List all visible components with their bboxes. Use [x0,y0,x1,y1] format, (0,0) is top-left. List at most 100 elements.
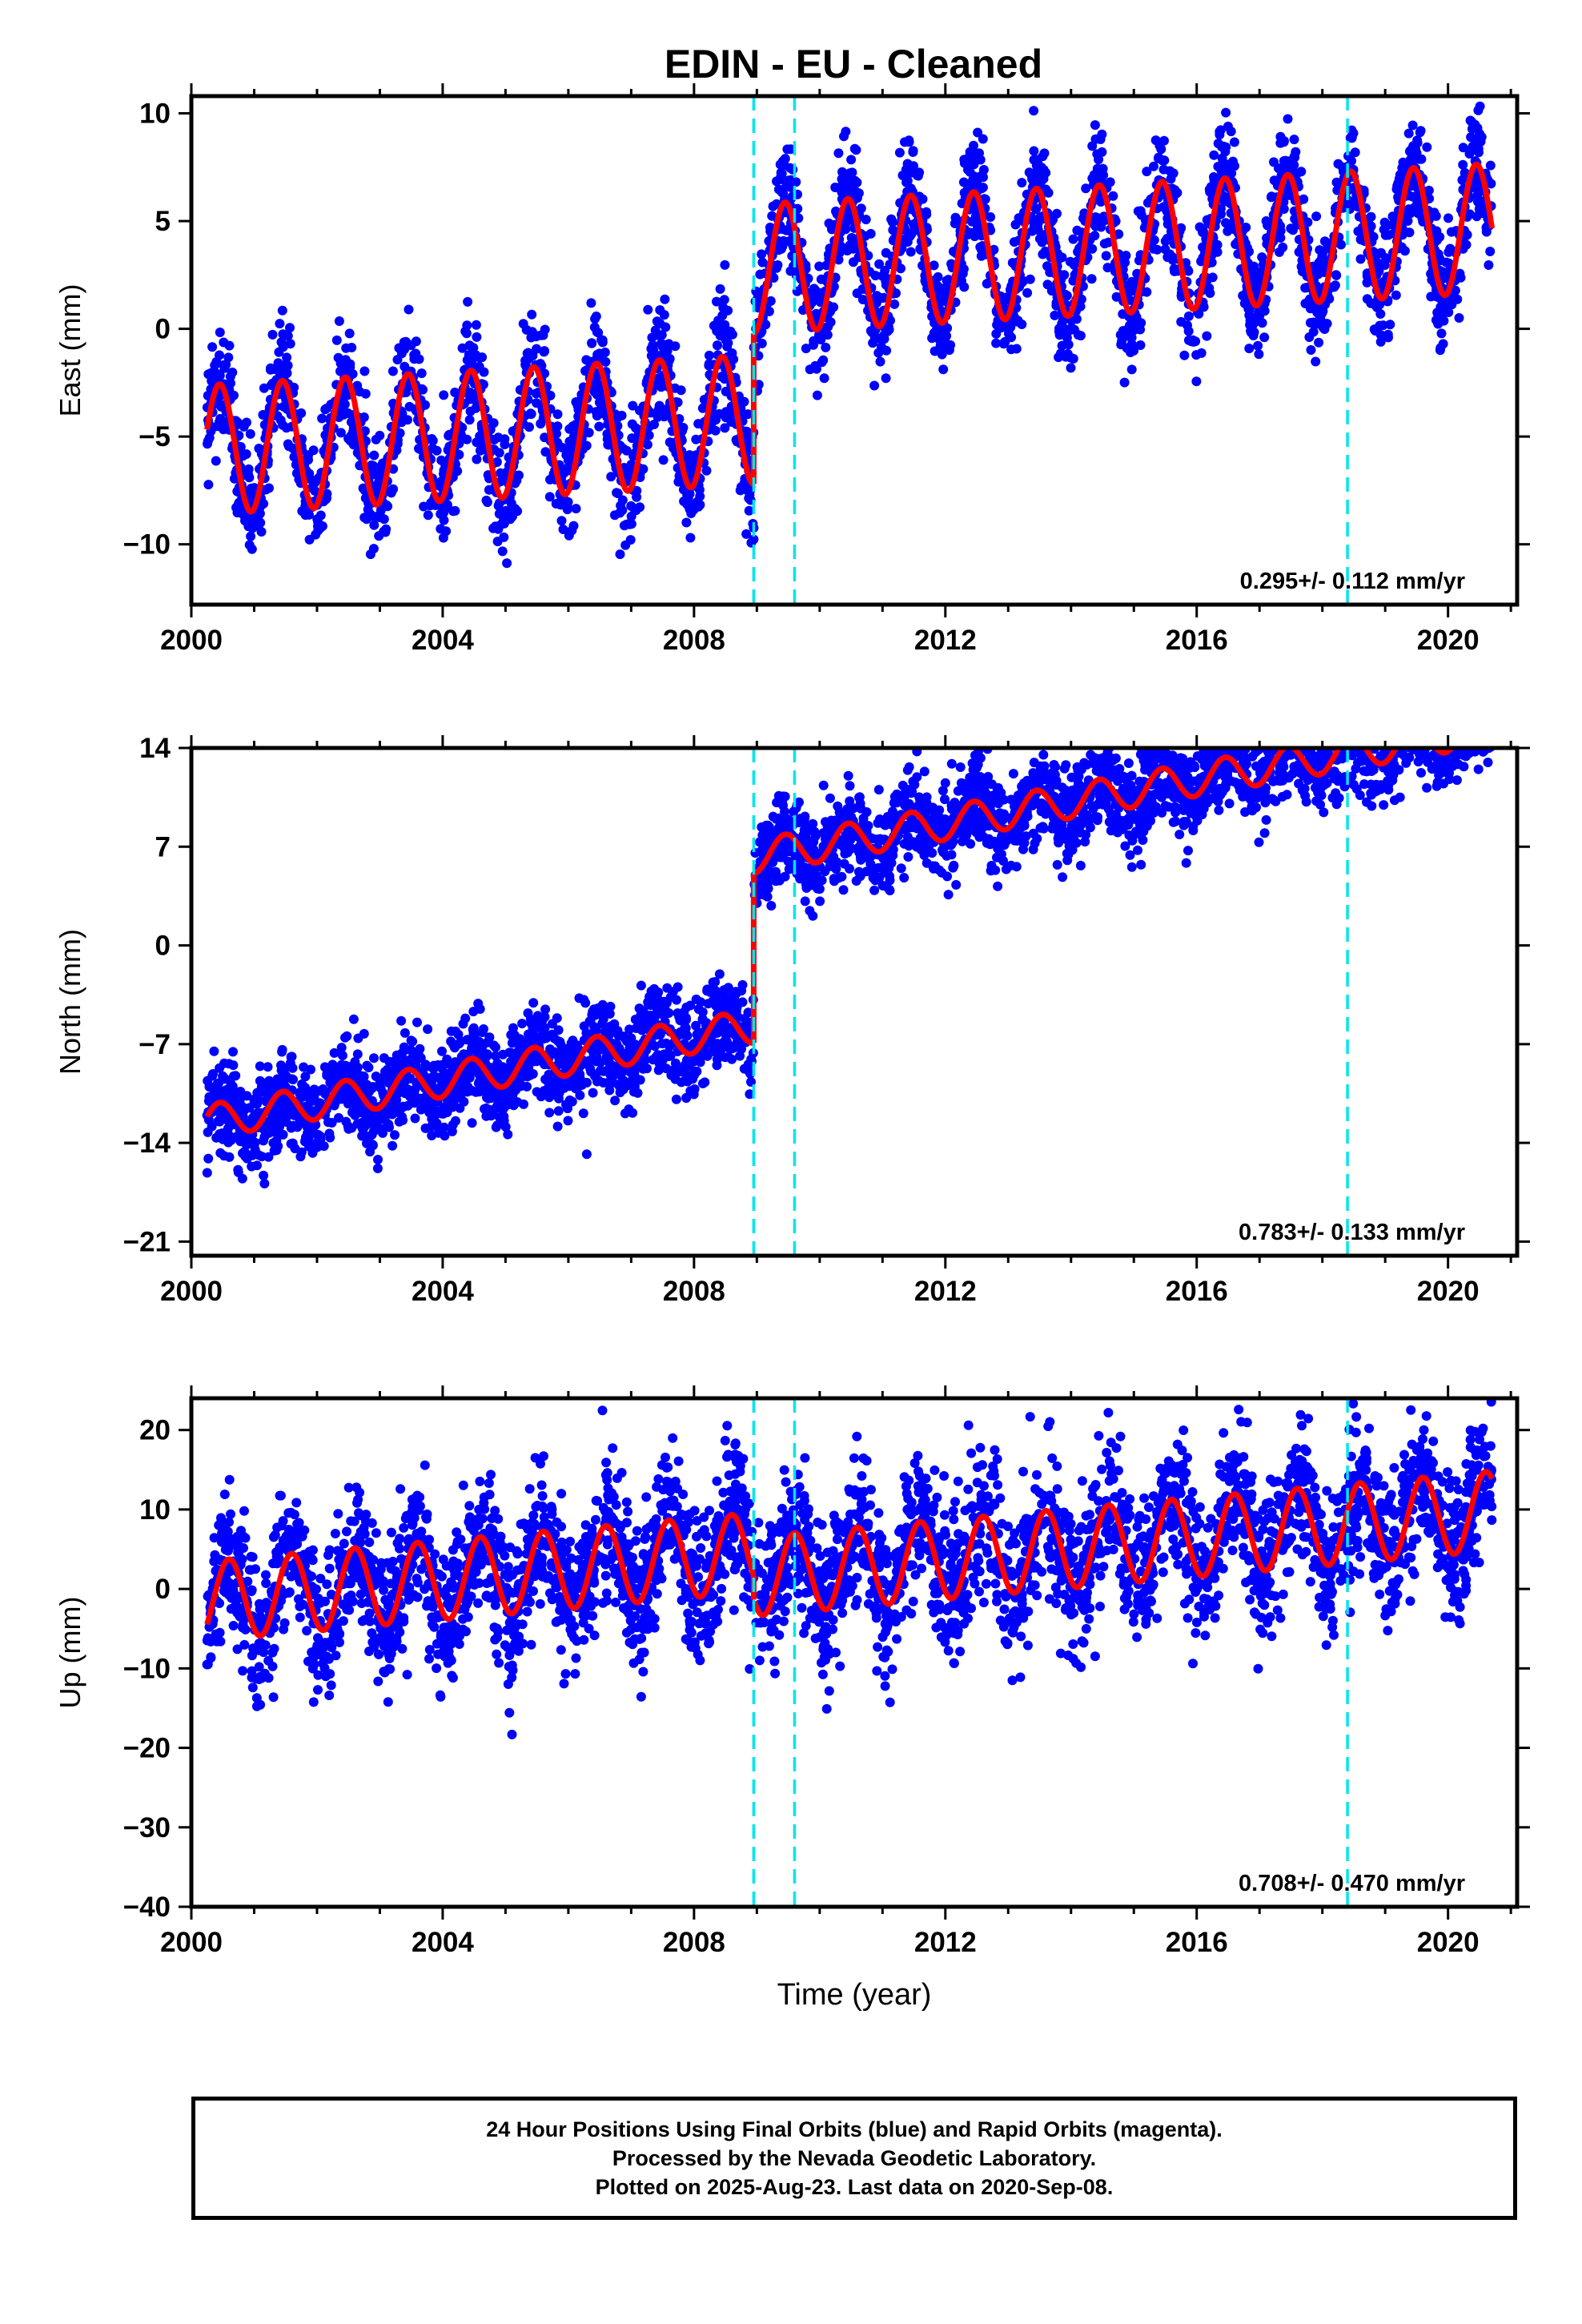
data-point [592,411,602,421]
data-point [464,415,475,425]
data-point [1403,215,1413,226]
data-point [439,390,449,400]
data-point [374,531,384,541]
data-point [597,337,608,348]
data-point [1216,713,1226,722]
data-point [1191,376,1202,387]
data-point [1354,738,1363,747]
data-point [800,896,810,907]
data-point [1355,254,1366,264]
data-point [571,504,581,514]
data-point [694,485,705,495]
data-point [463,296,473,307]
data-point [563,1116,573,1126]
data-point [371,1072,381,1081]
data-point [1269,157,1279,167]
data-point [1387,722,1397,731]
data-point [1407,686,1417,696]
data-point [492,537,503,547]
data-point [1363,728,1372,738]
data-point [1062,348,1073,359]
data-point [600,348,610,357]
data-point [1433,721,1443,730]
data-point [283,439,293,449]
data-point [552,409,563,420]
data-point [1336,239,1346,250]
data-point [773,260,783,270]
x-tick-label: 2016 [1166,625,1228,656]
y-axis-label: East (mm) [54,284,86,417]
data-point [1328,700,1338,710]
data-point [203,480,214,490]
data-point [877,271,888,281]
data-point [930,326,941,336]
data-point [1395,170,1405,180]
data-point [488,523,499,533]
data-point [909,219,919,229]
data-point [589,387,600,397]
data-point [940,794,950,805]
data-point [1433,319,1443,329]
data-point [1439,726,1449,735]
data-point [1058,872,1068,883]
data-point [905,247,916,257]
data-point [856,203,866,214]
data-point [245,428,255,439]
data-point [617,495,628,505]
data-point [1087,730,1097,740]
data-point [1456,730,1465,740]
data-point [1287,718,1297,727]
x-tick-label: 2000 [160,625,223,656]
data-point [1465,706,1475,716]
data-point [277,305,287,316]
data-point [1308,327,1319,337]
data-point [581,1149,592,1160]
data-point [865,228,876,239]
data-point [1347,725,1356,734]
data-point [1062,328,1072,338]
data-point [1142,167,1152,177]
data-point [1356,735,1366,745]
data-point [648,340,658,351]
data-point [462,320,472,331]
data-point [757,249,767,259]
data-point [1066,363,1076,373]
data-point [474,361,484,372]
data-point [331,335,342,345]
data-point [1398,712,1407,722]
data-point [472,332,482,342]
data-point [896,863,906,874]
y-tick-label: 0 [155,314,171,345]
data-point [1017,178,1027,188]
data-point [659,412,669,422]
data-point [267,329,278,340]
data-point [857,295,868,304]
data-point [243,468,253,478]
data-point [365,549,375,560]
data-point [1460,689,1470,698]
data-point [322,493,331,503]
data-point [996,323,1006,333]
data-point [564,436,575,447]
data-point [1294,717,1303,726]
data-point [472,454,482,464]
data-point [1148,243,1158,254]
data-point [610,1096,620,1106]
data-point [317,413,327,424]
data-point [1399,716,1408,726]
data-point [1125,320,1134,331]
data-point [741,529,752,539]
data-point [1029,146,1039,156]
data-point [660,294,670,304]
data-point [471,1087,481,1097]
data-point [436,524,446,534]
data-point [643,304,653,315]
data-point [1403,708,1413,718]
data-point [1217,153,1227,163]
data-point [1459,705,1468,714]
data-point [861,215,871,225]
data-point [1473,711,1483,721]
data-point [1306,345,1316,355]
data-point [1238,291,1248,301]
